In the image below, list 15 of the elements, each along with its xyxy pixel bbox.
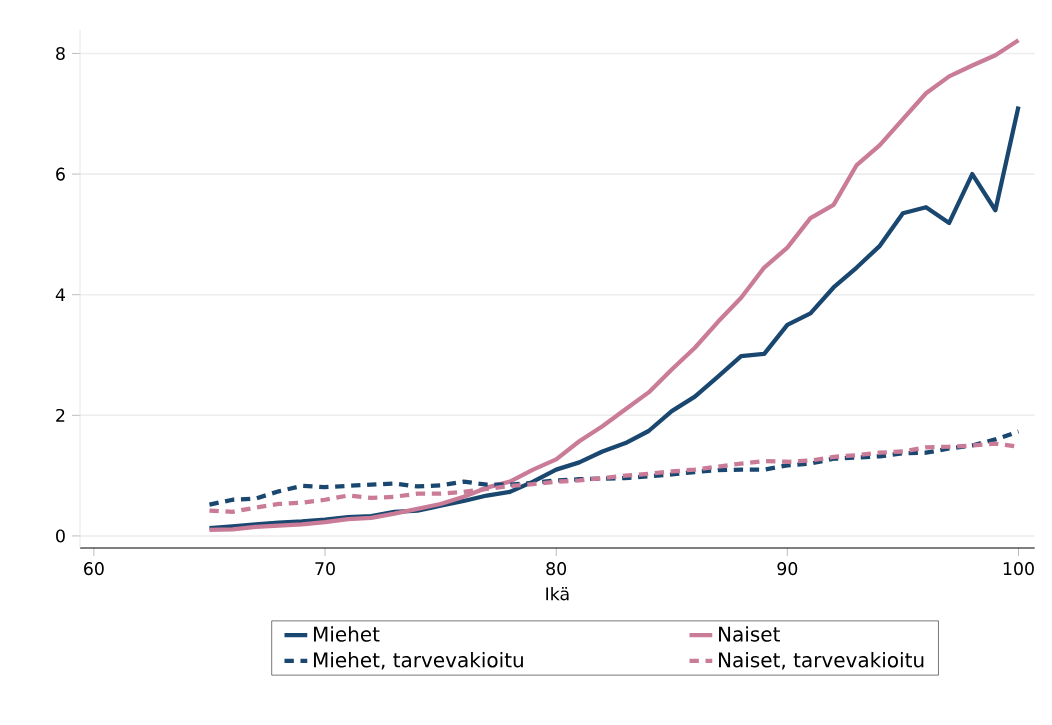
legend-label: Miehet, tarvevakioitu bbox=[314, 651, 523, 670]
x-tick-label: 90 bbox=[777, 561, 798, 575]
x-tick-label: 100 bbox=[1003, 561, 1034, 575]
x-axis-title: Ikä bbox=[546, 586, 569, 601]
y-tick-label: 4 bbox=[55, 288, 65, 301]
legend-label: Miehet bbox=[314, 626, 380, 642]
y-tick-label: 6 bbox=[56, 167, 65, 181]
legend-label: Naiset, tarvevakioitu bbox=[719, 651, 924, 670]
x-tick-label: 60 bbox=[84, 561, 104, 575]
y-tick-label: 0 bbox=[56, 529, 65, 543]
x-tick-label: 80 bbox=[546, 561, 567, 575]
y-tick-label: 8 bbox=[56, 46, 65, 60]
legend-label: Naiset bbox=[719, 626, 780, 642]
x-tick-label: 70 bbox=[315, 561, 335, 575]
y-tick-label: 2 bbox=[56, 408, 65, 422]
